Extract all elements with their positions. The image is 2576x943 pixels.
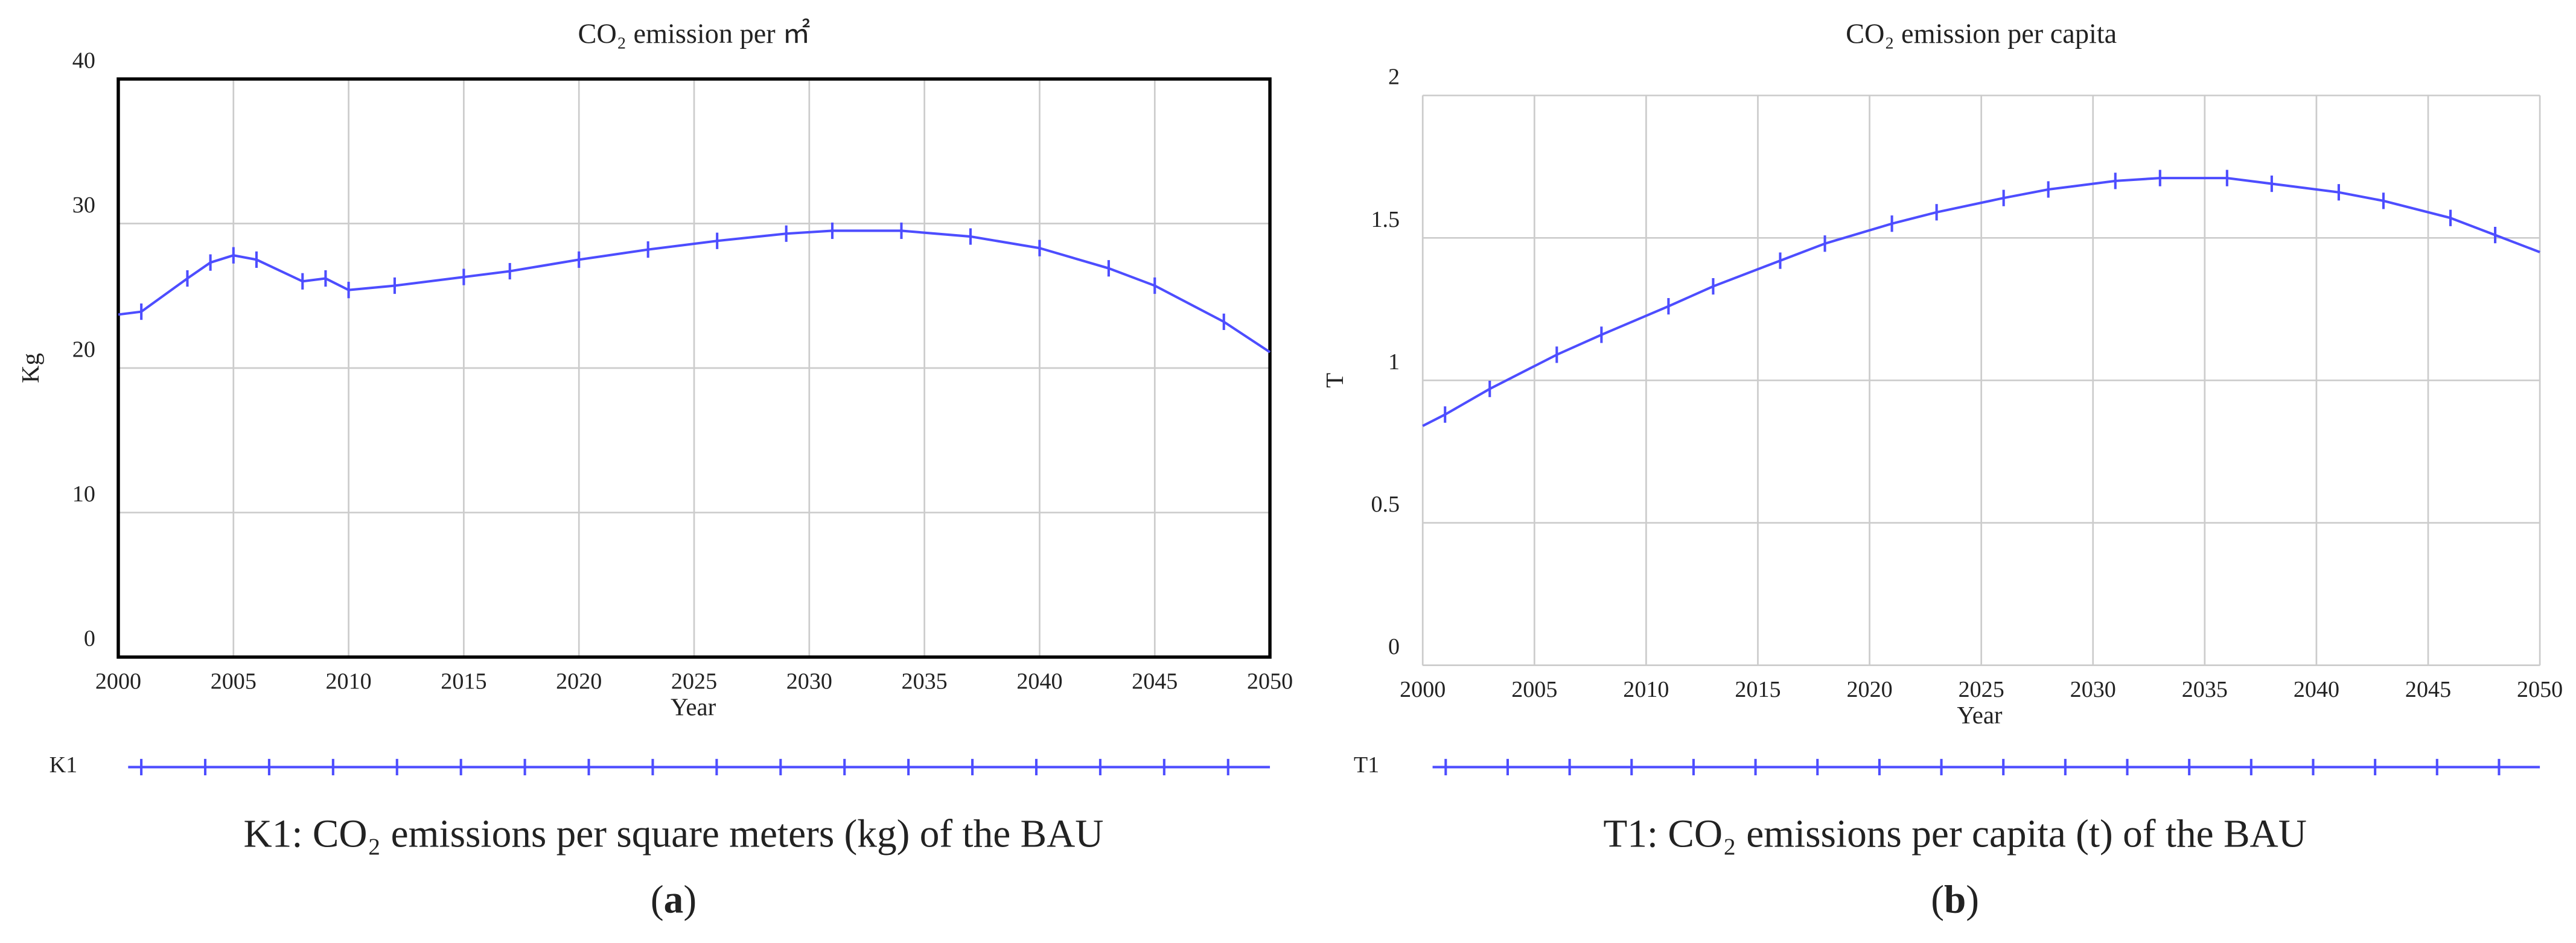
x-tick-label: 2040 bbox=[2294, 677, 2339, 702]
x-tick-label: 2045 bbox=[2405, 677, 2451, 702]
panel-letter: a bbox=[664, 878, 684, 921]
x-tick-label: 2005 bbox=[1511, 677, 1557, 702]
x-tick-label: 2020 bbox=[556, 668, 602, 694]
x-tick-label: 2025 bbox=[671, 668, 717, 694]
y-tick-label: 2 bbox=[1388, 65, 1400, 90]
y-axis-title: Kg bbox=[17, 353, 44, 383]
x-tick-label: 2040 bbox=[1016, 668, 1062, 694]
data-line bbox=[1422, 177, 2540, 427]
x-axis-title: Year bbox=[1957, 702, 2003, 729]
y-tick-label: 30 bbox=[72, 192, 95, 218]
y-tick-label: 20 bbox=[72, 337, 95, 363]
x-tick-label: 2030 bbox=[2070, 677, 2116, 702]
x-tick-label: 2050 bbox=[1247, 668, 1293, 694]
panel-label: (a) bbox=[651, 878, 697, 921]
caption: K1: CO₂ emissions per square meters (kg)… bbox=[244, 812, 1104, 856]
x-tick-label: 2015 bbox=[1735, 677, 1781, 702]
x-tick-label: 2035 bbox=[902, 668, 948, 694]
legend-label: T1 bbox=[1354, 752, 1379, 778]
x-tick-label: 2030 bbox=[786, 668, 832, 694]
data-line bbox=[118, 229, 1271, 354]
x-tick-label: 2010 bbox=[326, 668, 372, 694]
y-tick-label: 0.5 bbox=[1371, 492, 1400, 517]
y-axis-title: T bbox=[1321, 373, 1348, 388]
panel-label: (b) bbox=[1931, 878, 1979, 921]
x-tick-label: 2015 bbox=[441, 668, 486, 694]
x-tick-label: 2005 bbox=[211, 668, 257, 694]
caption: T1: CO₂ emissions per capita (t) of the … bbox=[1603, 812, 2307, 856]
chart-title: CO₂ emission per ㎡ bbox=[578, 18, 811, 49]
x-tick-label: 2050 bbox=[2517, 677, 2563, 702]
legend-label: K1 bbox=[49, 752, 78, 778]
x-tick-label: 2020 bbox=[1846, 677, 1892, 702]
x-tick-label: 2045 bbox=[1132, 668, 1178, 694]
y-tick-label: 10 bbox=[72, 481, 95, 507]
x-tick-label: 2000 bbox=[95, 668, 141, 694]
x-tick-label: 2025 bbox=[1959, 677, 2004, 702]
y-tick-label: 0 bbox=[1388, 634, 1400, 659]
y-tick-label: 1 bbox=[1388, 349, 1400, 375]
y-tick-label: 0 bbox=[84, 626, 95, 652]
panel-letter: b bbox=[1944, 878, 1966, 921]
y-tick-label: 1.5 bbox=[1371, 207, 1400, 232]
plot-frame bbox=[116, 77, 1272, 659]
x-tick-label: 2010 bbox=[1623, 677, 1669, 702]
x-tick-label: 2000 bbox=[1400, 677, 1446, 702]
x-tick-label: 2035 bbox=[2182, 677, 2228, 702]
x-axis-title: Year bbox=[671, 694, 716, 721]
y-tick-label: 40 bbox=[72, 48, 95, 73]
chart-title: CO₂ emission per capita bbox=[1846, 19, 2117, 49]
